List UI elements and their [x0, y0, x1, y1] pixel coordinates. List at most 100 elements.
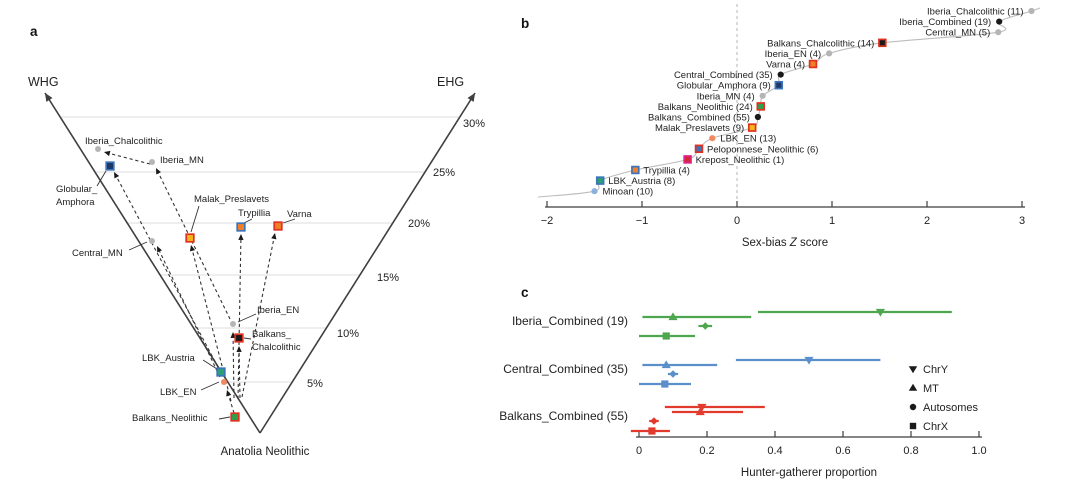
- b-point: [754, 113, 762, 121]
- admixture-arrow: [232, 336, 235, 399]
- point-label-Trypillia: Trypillia: [238, 208, 271, 219]
- b-point: [878, 38, 887, 48]
- point-Globular_Amphora: [105, 161, 115, 171]
- b-point-label: Globular_Amphora (9): [677, 81, 771, 92]
- point-label-LBK_Austria: LBK_Austria: [142, 353, 196, 364]
- point-label-Balkans_Neolithic: Balkans_Neolithic: [132, 413, 208, 424]
- b-point-label: Balkans_Chalcolithic (14): [767, 38, 874, 49]
- arrowhead: [226, 390, 232, 397]
- label-pointer: [282, 218, 296, 224]
- admixture-arrow: [157, 172, 231, 320]
- grid-tick-label: 5%: [307, 378, 323, 390]
- b-point-label: Malak_Preslavets (9): [655, 123, 744, 134]
- b-point: [694, 144, 704, 154]
- c-group-label: Iberia_Combined (19): [512, 314, 628, 328]
- point-label-Iberia_MN: Iberia_MN: [160, 155, 204, 166]
- point-label-Central_MN: Central_MN: [72, 248, 123, 259]
- grid-tick-label: 15%: [377, 272, 399, 284]
- point-label-Globular_Amphora: Globular_: [56, 184, 98, 195]
- point-Varna: [273, 221, 283, 231]
- b-point: [756, 102, 765, 111]
- point-label-Iberia_Chalcolithic: Iberia_Chalcolithic: [85, 136, 163, 147]
- legend-label-Autosomes: Autosomes: [923, 402, 979, 414]
- b-x-tick-label: −1: [636, 215, 649, 227]
- b-point-label: Peloponnese_Neolithic (6): [707, 144, 818, 155]
- arrowhead: [104, 150, 111, 157]
- panel-a-letter: a: [30, 24, 38, 39]
- b-x-tick-label: 0: [734, 215, 740, 227]
- c-group-label: Central_Combined (35): [503, 362, 628, 376]
- panel-a: 30% 25% 20% 15% 10% 5% WHG EHG Anatolia Neolithi…: [28, 75, 485, 458]
- panel-b: −2 −1 0 1 2 3 Sex-bias Z score Iberia_Chalcolit…: [537, 4, 1041, 249]
- c-x-tick-label: 1.0: [971, 445, 986, 457]
- point-label-LBK_EN: LBK_EN: [160, 387, 197, 398]
- point-Central_MN: [149, 238, 155, 244]
- legend-label-MT: MT: [923, 383, 939, 395]
- point-label-Iberia_EN: Iberia_EN: [257, 305, 299, 316]
- c-point-ChrX: [662, 332, 670, 340]
- label-pointer: [200, 381, 220, 391]
- label-pointer: [96, 170, 107, 187]
- panel-b-letter: b: [521, 16, 530, 31]
- legend-symbol-ChrX: [909, 422, 917, 430]
- c-point-ChrY: [804, 356, 814, 365]
- b-point: [709, 135, 716, 142]
- c-point-ChrY: [697, 403, 707, 412]
- b-point: [1028, 7, 1035, 15]
- c-point-ChrX: [648, 427, 656, 435]
- arrowhead: [271, 233, 277, 240]
- admixture-arrow: [158, 250, 221, 378]
- c-x-tick-label: 0.4: [767, 445, 782, 457]
- c-x-tick-label: 0.6: [835, 445, 850, 457]
- arrowhead: [238, 234, 244, 240]
- anatolia-label: Anatolia Neolithic: [221, 446, 310, 458]
- arrowhead: [467, 93, 475, 102]
- b-point-label: Iberia_EN (4): [765, 49, 822, 60]
- b-point: [808, 59, 818, 69]
- b-point-label: Central_Combined (35): [674, 70, 773, 81]
- c-point-MT: [695, 407, 705, 416]
- c-point-Autosomes: [701, 322, 710, 330]
- grid-tick-label: 30%: [463, 118, 485, 130]
- point-label-Balkans_Chalcolithic: Chalcolithic: [252, 342, 301, 353]
- arrowhead: [156, 168, 161, 175]
- ehg-axis: [259, 92, 476, 434]
- legend-label-ChrY: ChrY: [923, 364, 949, 376]
- point-Trypillia: [236, 222, 246, 232]
- point-Iberia_MN: [149, 159, 155, 165]
- c-point-MT: [661, 360, 671, 369]
- b-point: [826, 50, 833, 57]
- b-point: [595, 176, 605, 185]
- b-point-label: Balkans_Combined (55): [648, 113, 750, 124]
- point-Iberia_Chalcolithic: [95, 146, 101, 152]
- point-label-Malak_Preslavets: Malak_Preslavets: [194, 194, 269, 205]
- admixture-arrow: [227, 394, 235, 414]
- grid-tick-label: 25%: [433, 167, 455, 179]
- c-point-MT: [668, 312, 678, 321]
- b-point: [631, 165, 640, 175]
- b-x-tick-label: 3: [1019, 215, 1025, 227]
- b-point: [774, 80, 784, 90]
- arrowhead: [157, 246, 162, 253]
- grid-tick-label: 20%: [408, 218, 430, 230]
- b-point: [683, 155, 692, 164]
- arrowhead: [45, 93, 53, 102]
- b-point-label: Iberia_Combined (19): [899, 17, 991, 28]
- point-Iberia_EN: [230, 321, 236, 327]
- b-point-label: Balkans_Neolithic (24): [658, 102, 753, 113]
- c-group-label: Balkans_Combined (55): [499, 409, 628, 423]
- point-LBK_EN: [221, 379, 227, 385]
- admixture-arrow: [115, 176, 219, 368]
- point-label-Globular_Amphora: Amphora: [56, 197, 95, 208]
- panel-c: 0 0.2 0.4 0.6 0.8 1.0 Hunter-gatherer proporti…: [499, 308, 987, 479]
- legend-label-ChrX: ChrX: [923, 421, 949, 433]
- label-pointer: [190, 205, 200, 233]
- b-point-label: LBK_Austria (8): [608, 176, 675, 187]
- legend-symbol-Autosomes: [909, 403, 917, 411]
- b-point: [996, 18, 1003, 25]
- arrowhead: [189, 245, 196, 252]
- c-point-ChrX: [661, 380, 669, 388]
- c-x-tick-label: 0.2: [699, 445, 714, 457]
- admixture-arrow: [108, 152, 151, 165]
